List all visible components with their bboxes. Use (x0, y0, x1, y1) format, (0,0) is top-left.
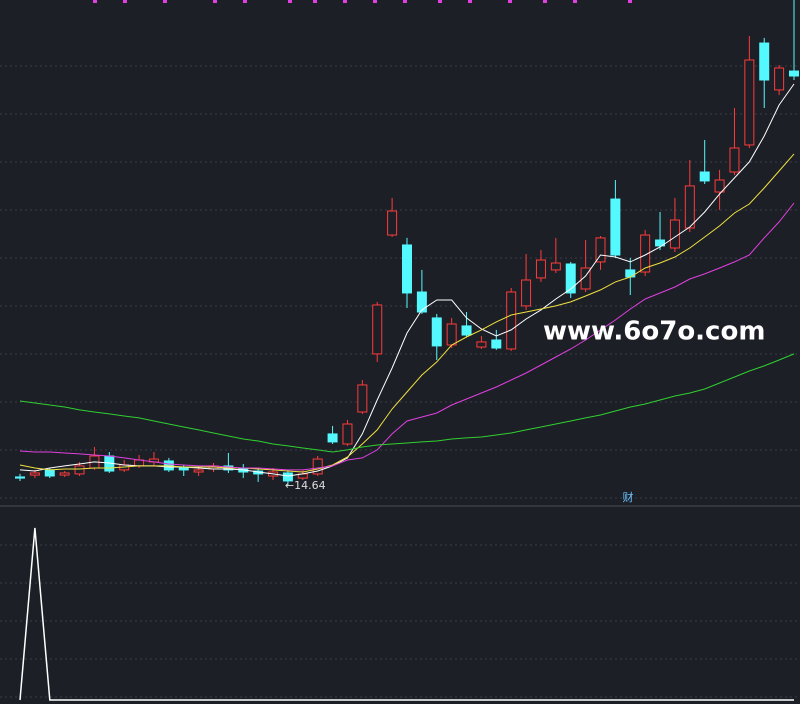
candle-body (625, 269, 636, 278)
candle-body (535, 259, 546, 279)
moving-average-line (19, 153, 795, 473)
signal-mark (438, 0, 442, 3)
signal-marks (93, 0, 632, 3)
candle-body (402, 244, 412, 294)
signal-mark (403, 0, 407, 3)
candle-body (506, 291, 517, 350)
candle-body (357, 384, 368, 413)
signal-mark (573, 0, 577, 3)
candle-body (387, 210, 398, 236)
signal-mark (123, 0, 127, 3)
candle-body (759, 42, 770, 81)
candle-body (729, 147, 740, 173)
candle-body (44, 469, 55, 477)
candle-body (193, 469, 204, 473)
candle-body (431, 317, 442, 347)
signal-mark (243, 0, 247, 3)
signal-mark (343, 0, 347, 3)
candle-body (774, 67, 785, 91)
signal-mark (163, 0, 167, 3)
signal-mark (543, 0, 547, 3)
candle-body (610, 198, 621, 256)
candle-body (282, 472, 293, 482)
low-label: ←14.64 (285, 479, 326, 492)
moving-average-line (19, 202, 795, 471)
moving-average-line (19, 353, 795, 453)
candle-body (789, 70, 799, 77)
signal-mark (468, 0, 472, 3)
signal-mark (93, 0, 97, 3)
candle-body (580, 267, 591, 290)
candle-body (595, 237, 606, 263)
indicator-line (19, 527, 794, 701)
candle-body (59, 472, 70, 476)
candle-body (521, 279, 532, 307)
signal-mark (313, 0, 317, 3)
signal-mark (213, 0, 217, 3)
candle-body (476, 341, 487, 348)
candle-body (684, 185, 695, 229)
candle-body (744, 59, 755, 146)
plot: ←14.64 (15, 0, 799, 701)
signal-mark (373, 0, 377, 3)
signal-mark (508, 0, 512, 3)
candle-body (29, 472, 40, 476)
candle-body (446, 323, 457, 346)
marker-text: 财 (623, 490, 634, 504)
candle-body (491, 339, 502, 349)
candle-body (327, 433, 338, 443)
candle-body (699, 171, 710, 182)
candle-body (416, 291, 427, 313)
signal-mark (288, 0, 292, 3)
candle-body (565, 263, 576, 294)
candle-body (15, 476, 25, 479)
candle-body (640, 234, 651, 273)
candle-body (655, 239, 666, 247)
grid (0, 65, 800, 698)
signal-mark (628, 0, 632, 3)
watermark: www.6o7o.com (543, 317, 765, 347)
candle-body (550, 262, 561, 271)
candle-body (74, 465, 85, 475)
candle-body (714, 179, 725, 193)
candle-body (342, 423, 353, 445)
candle-body (178, 467, 189, 471)
candle-body (312, 458, 323, 475)
candle-body (461, 325, 472, 336)
candle-body (372, 304, 383, 355)
candle-body (669, 219, 680, 249)
